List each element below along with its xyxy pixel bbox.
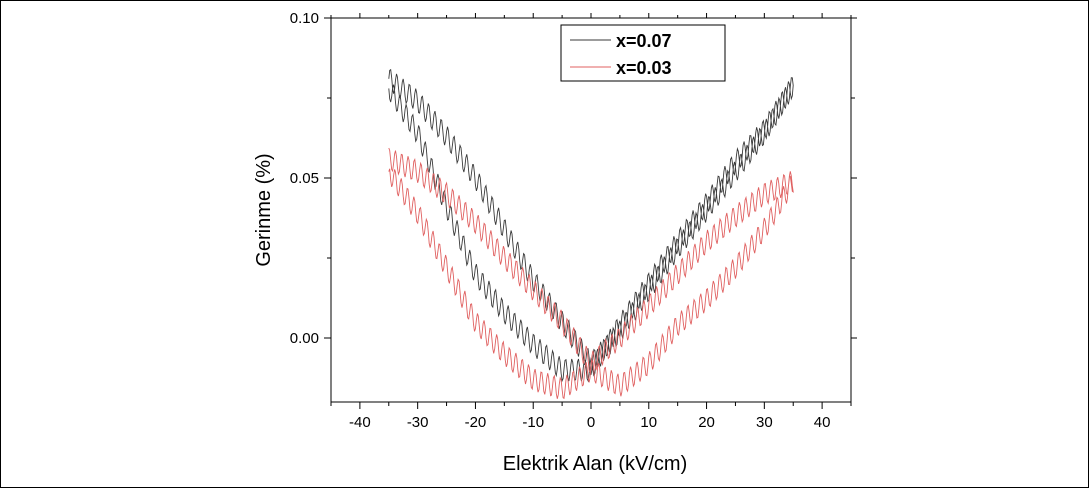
y-tick-label: 0.00 — [290, 330, 319, 347]
axis-ticks — [324, 13, 857, 409]
legend-label-x003: x=0.03 — [616, 58, 672, 78]
legend-box — [560, 24, 726, 82]
legend-label-x007: x=0.07 — [616, 31, 672, 51]
x-tick-label: -40 — [349, 414, 371, 431]
series-layer — [388, 68, 794, 400]
x-tick-label: 20 — [698, 414, 715, 431]
y-tick-labels: 0.00 0.05 0.10 — [290, 10, 319, 347]
series-line-x007 — [388, 68, 794, 383]
x-axis-label: Elektrik Alan (kV/cm) — [503, 453, 687, 475]
legend: x=0.07 x=0.03 — [560, 24, 726, 82]
x-tick-label: -20 — [465, 414, 487, 431]
series-line-x003 — [388, 147, 794, 400]
x-tick-label: 40 — [814, 414, 831, 431]
x-tick-label: 0 — [587, 414, 595, 431]
x-tick-label: 30 — [756, 414, 773, 431]
x-tick-label: 10 — [640, 414, 657, 431]
y-tick-label: 0.10 — [290, 10, 319, 27]
y-tick-label: 0.05 — [290, 170, 319, 187]
x-tick-labels: -40 -30 -20 -10 0 10 20 30 40 — [349, 414, 830, 431]
y-axis-label: Gerinme (%) — [253, 153, 275, 266]
x-tick-label: -10 — [522, 414, 544, 431]
x-tick-label: -30 — [407, 414, 429, 431]
